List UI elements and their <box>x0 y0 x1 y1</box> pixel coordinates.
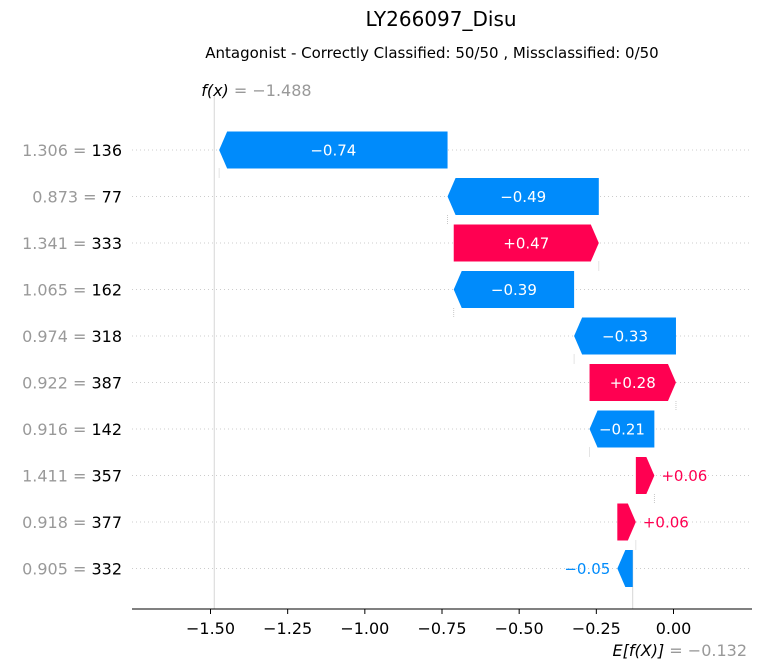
feature-name: 162 <box>91 281 122 300</box>
feature-name: 318 <box>91 327 122 346</box>
x-tick-label: −0.25 <box>572 619 621 638</box>
y-axis-labels: 1.306 = 136 0.873 = 77 1.341 = 333 1.065 = … <box>22 141 122 579</box>
ex-label: E[f(X)] <box>613 641 665 660</box>
bars: −0.74 −0.49 +0.47 −0.39 −0.33 +0.28 −0.21 +0.06… <box>219 131 707 587</box>
feature-value: 0.873 = <box>32 188 101 207</box>
y-tick-label: 0.922 = 387 <box>22 374 122 393</box>
feature-name: 357 <box>91 467 122 486</box>
bar <box>219 131 448 169</box>
feature-value: 1.341 = <box>22 234 91 253</box>
fx-annotation: f(x) = −1.488 <box>201 81 311 100</box>
feature-name: 332 <box>91 560 122 579</box>
bar-value-label: +0.06 <box>643 514 689 532</box>
bar <box>617 503 636 541</box>
x-tick-label: −1.50 <box>186 619 235 638</box>
bar <box>453 271 575 308</box>
y-tick-label: 1.341 = 333 <box>22 234 122 253</box>
feature-value: 0.974 = <box>22 327 91 346</box>
chart-subtitle: Antagonist - Correctly Classified: 50/50… <box>205 44 658 62</box>
feature-value: 0.916 = <box>22 420 91 439</box>
feature-value: 0.922 = <box>22 374 91 393</box>
y-tick-label: 1.411 = 357 <box>22 467 122 486</box>
feature-value: 0.918 = <box>22 513 91 532</box>
x-tick-label: −1.00 <box>340 619 389 638</box>
feature-name: 377 <box>91 513 122 532</box>
feature-name: 333 <box>91 234 122 253</box>
y-tick-label: 0.905 = 332 <box>22 560 122 579</box>
bar-value-label: −0.74 <box>310 142 356 160</box>
fx-value: = −1.488 <box>229 81 312 100</box>
feature-name: 77 <box>102 188 122 207</box>
bar <box>589 410 655 448</box>
bar <box>453 224 599 262</box>
x-axis: −1.50 −1.25 −1.00 −0.75 −0.50 −0.25 0.00 <box>132 608 752 638</box>
bar <box>617 550 633 587</box>
gridlines <box>132 149 752 569</box>
y-tick-label: 0.974 = 318 <box>22 327 122 346</box>
bar-value-label: −0.21 <box>599 421 645 439</box>
feature-value: 1.065 = <box>22 281 91 300</box>
bar-value-label: −0.05 <box>564 560 610 578</box>
ex-annotation: E[f(X)] = −0.132 <box>613 641 747 660</box>
x-tick-label: −0.75 <box>417 619 466 638</box>
bar <box>635 457 655 494</box>
feature-value: 0.905 = <box>22 560 91 579</box>
x-tick-label: −0.50 <box>495 619 544 638</box>
annotations: f(x) = −1.488 E[f(X)] = −0.132 <box>201 81 747 660</box>
y-tick-label: 0.873 = 77 <box>32 188 122 207</box>
bar-value-label: −0.49 <box>500 188 546 206</box>
y-tick-label: 1.065 = 162 <box>22 281 122 300</box>
bar <box>574 317 676 355</box>
bar-value-label: −0.33 <box>602 328 648 346</box>
x-tick-label: 0.00 <box>656 619 692 638</box>
y-tick-label: 1.306 = 136 <box>22 141 122 160</box>
feature-name: 142 <box>91 420 122 439</box>
bar-value-label: +0.28 <box>610 374 656 392</box>
y-tick-label: 0.916 = 142 <box>22 420 122 439</box>
y-tick-label: 0.918 = 377 <box>22 513 122 532</box>
feature-value: 1.411 = <box>22 467 91 486</box>
fx-label: f(x) <box>201 81 229 100</box>
bar <box>447 178 599 215</box>
x-tick-label: −1.25 <box>263 619 312 638</box>
feature-name: 136 <box>91 141 122 160</box>
bar-value-label: +0.06 <box>661 467 707 485</box>
bar-value-label: +0.47 <box>503 235 549 253</box>
bar-value-label: −0.39 <box>491 281 537 299</box>
bar <box>589 364 676 401</box>
chart-title: LY266097_Disu <box>365 7 516 31</box>
feature-value: 1.306 = <box>22 141 91 160</box>
ex-value: = −0.132 <box>664 641 747 660</box>
feature-name: 387 <box>91 374 122 393</box>
